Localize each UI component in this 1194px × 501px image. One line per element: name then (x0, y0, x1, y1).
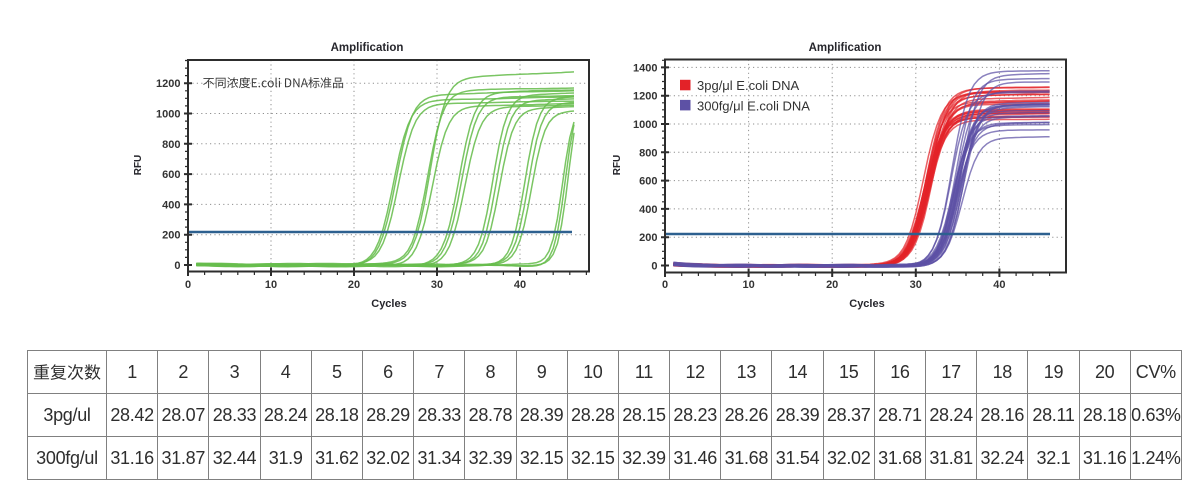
svg-text:20: 20 (348, 279, 360, 291)
svg-text:800: 800 (639, 147, 657, 159)
svg-text:1400: 1400 (633, 62, 657, 74)
svg-text:20: 20 (826, 279, 838, 291)
svg-text:600: 600 (162, 169, 180, 181)
svg-text:1000: 1000 (156, 109, 180, 121)
svg-text:RFU: RFU (133, 155, 144, 176)
svg-text:40: 40 (514, 279, 526, 291)
svg-text:600: 600 (639, 176, 657, 188)
svg-text:0: 0 (662, 279, 668, 291)
svg-text:200: 200 (639, 232, 657, 244)
svg-text:200: 200 (162, 230, 180, 242)
svg-text:40: 40 (993, 279, 1005, 291)
svg-text:0: 0 (185, 279, 191, 291)
svg-text:800: 800 (162, 139, 180, 151)
svg-text:300fg/μl E.coli DNA: 300fg/μl E.coli DNA (697, 99, 810, 114)
svg-text:Cycles: Cycles (849, 298, 884, 310)
svg-text:1000: 1000 (633, 119, 657, 131)
svg-text:Amplification: Amplification (809, 42, 882, 54)
svg-text:1200: 1200 (156, 78, 180, 90)
svg-text:1200: 1200 (633, 91, 657, 103)
svg-text:0: 0 (651, 261, 657, 273)
svg-text:Cycles: Cycles (371, 298, 406, 310)
svg-text:0: 0 (174, 260, 180, 272)
svg-text:10: 10 (265, 279, 277, 291)
svg-text:30: 30 (910, 279, 922, 291)
svg-text:10: 10 (742, 279, 754, 291)
svg-text:3pg/μl E.coli DNA: 3pg/μl E.coli DNA (697, 78, 799, 93)
svg-text:400: 400 (162, 199, 180, 211)
svg-text:400: 400 (639, 204, 657, 216)
svg-text:Amplification: Amplification (331, 42, 404, 54)
svg-text:RFU: RFU (612, 155, 623, 176)
svg-text:30: 30 (431, 279, 443, 291)
